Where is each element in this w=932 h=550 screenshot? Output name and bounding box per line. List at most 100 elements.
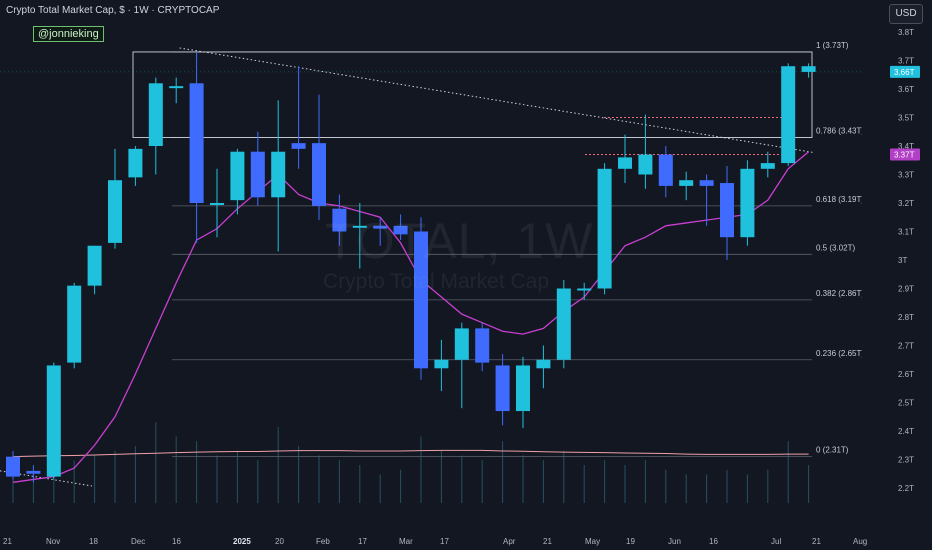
x-tick-label: Dec [131,537,145,546]
candle-body [230,151,245,201]
candle-body [46,365,61,477]
candle-body [210,203,224,205]
y-tick-label: 3.5T [898,114,914,123]
x-tick-label: 21 [3,537,12,546]
y-tick-label: 2.5T [898,399,914,408]
volume-bar [542,460,544,503]
volume-bar [522,455,524,503]
volume-bar [787,441,789,503]
volume-bar [726,469,728,503]
x-tick-label: 17 [358,537,367,546]
y-tick-label: 3.1T [898,228,914,237]
candle-body [169,86,184,89]
x-tick-label: Jul [771,537,781,546]
price-axis [862,0,932,550]
volume-bar [73,460,75,503]
y-tick-label: 2.9T [898,285,914,294]
y-tick-label: 2.6T [898,370,914,379]
fib-label: 0.618 (3.19T) [816,195,864,204]
volume-bar [665,469,667,503]
candle-body [536,359,551,369]
candle-body [577,288,592,291]
volume-bar [12,474,14,503]
volume-bar [114,450,116,503]
candle-body [556,288,571,360]
price-tag [890,148,920,161]
y-tick-label: 3.2T [898,199,914,208]
volume-bar [298,446,300,503]
volume-bar [338,460,340,503]
candle-body [189,83,204,203]
candle-body [373,225,388,229]
volume-bar [808,465,810,503]
x-tick-label: Aug [853,537,867,546]
volume-bar [420,436,422,503]
fib-label: 0.786 (3.43T) [816,126,864,135]
x-tick-label: 21 [812,537,821,546]
y-tick-label: 3T [898,256,907,265]
x-tick-label: Apr [503,537,516,546]
x-tick-label: Mar [399,537,413,546]
volume-bar [318,455,320,503]
x-tick-label: 18 [89,537,98,546]
candle-body [291,143,306,149]
fib-label: 0 (2.31T) [816,446,849,455]
candle-body [495,365,510,412]
fib-label: 0.382 (2.86T) [816,289,864,298]
time-axis [0,508,932,550]
fib-label: 0.236 (2.65T) [816,349,864,358]
candle-body [108,180,122,243]
y-tick-label: 2.7T [898,342,914,351]
volume-bar [746,474,748,503]
y-tick-label: 3.3T [898,171,914,180]
candle-body [393,225,408,235]
candle-body [781,66,796,164]
candle-body [312,143,326,206]
volume-bar [604,460,606,503]
price-tag-label: 3.37T [894,151,915,160]
x-tick-label: 21 [543,537,552,546]
candle-body [454,328,469,360]
fib-label: 1 (3.73T) [816,41,849,50]
y-tick-label: 3.4T [898,142,914,151]
candle-body [760,163,775,169]
candle-body [720,183,734,238]
volume-bar [277,427,279,503]
volume-bar [257,460,259,503]
currency-button[interactable]: USD [889,4,923,24]
volume-bar [400,469,402,503]
volume-bar [196,441,198,503]
volume-bar [461,455,463,503]
fib-label: 0.5 (3.02T) [816,243,855,252]
author-tag: @jonnieking [33,26,104,42]
volume-bar [502,441,504,503]
symbol-header: Crypto Total Market Cap, $ · 1W · CRYPTO… [6,5,220,16]
x-tick-label: Jun [668,537,681,546]
x-tick-label: May [585,537,600,546]
candle-body [352,225,367,228]
candle-body [658,154,673,186]
candle-body [597,168,612,289]
candle-body [740,168,755,238]
candle-body [67,285,82,363]
volume-bar [644,460,646,503]
x-tick-label: 20 [275,537,284,546]
candle-body [638,154,653,175]
x-tick-label: 16 [172,537,181,546]
volume-bar [706,474,708,503]
y-tick-label: 2.3T [898,456,914,465]
candle-body [434,359,449,369]
candle-body [516,365,530,412]
volume-bar [53,474,55,503]
x-tick-label: 17 [440,537,449,546]
fib-highlight-box [132,51,813,138]
candle-body [618,157,632,169]
volume-bar [32,474,34,503]
volume-bar [685,474,687,503]
volume-bar [481,460,483,503]
watermark-subtitle: Crypto Total Market Cap [323,270,550,293]
x-tick-label: Nov [46,537,60,546]
candle-body [414,231,428,369]
y-tick-label: 3.6T [898,85,914,94]
